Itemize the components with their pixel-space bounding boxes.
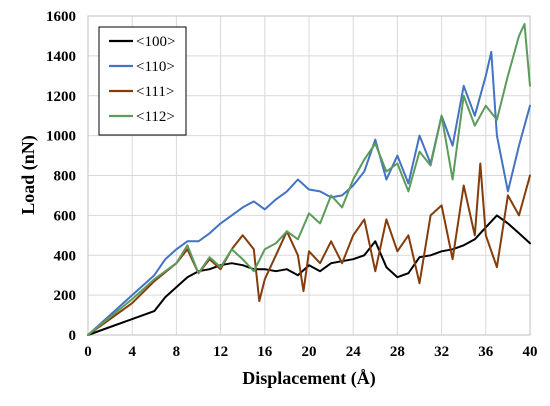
legend-label: <111>: [136, 84, 174, 100]
legend-label: <112>: [136, 109, 175, 125]
legend-label: <100>: [136, 34, 175, 50]
x-tick-label: 20: [302, 344, 317, 360]
y-tick-label: 1000: [46, 129, 76, 145]
y-tick-label: 200: [54, 288, 77, 304]
x-axis-ticks: 0 4 8 12 16 20 24 28 32 36 40: [84, 344, 537, 360]
y-tick-label: 400: [54, 248, 77, 264]
x-tick-label: 40: [523, 344, 538, 360]
legend-label: <110>: [136, 59, 175, 75]
y-tick-label: 1400: [46, 49, 76, 65]
series-line-3: [87, 23, 531, 336]
y-axis-ticks: 0 200 400 600 800 1000 1200 1400 1600: [46, 9, 76, 344]
x-axis-title: Displacement (Å): [242, 368, 375, 389]
legend: <100> <110> <111> <112>: [98, 26, 187, 136]
x-tick-label: 0: [84, 344, 92, 360]
y-tick-label: 600: [54, 208, 77, 224]
x-tick-label: 4: [128, 344, 136, 360]
x-tick-label: 28: [390, 344, 405, 360]
x-tick-label: 32: [434, 344, 449, 360]
x-tick-label: 16: [257, 344, 273, 360]
y-tick-label: 0: [69, 328, 77, 344]
x-tick-label: 24: [346, 344, 362, 360]
x-tick-label: 8: [173, 344, 181, 360]
x-tick-label: 36: [478, 344, 494, 360]
y-axis-title: Load (nN): [18, 135, 39, 215]
y-tick-label: 800: [54, 169, 77, 185]
x-tick-label: 12: [213, 344, 228, 360]
y-tick-label: 1200: [46, 89, 76, 105]
series-line-0: [87, 214, 531, 336]
y-tick-label: 1600: [46, 9, 76, 25]
series-lines: [87, 23, 531, 336]
